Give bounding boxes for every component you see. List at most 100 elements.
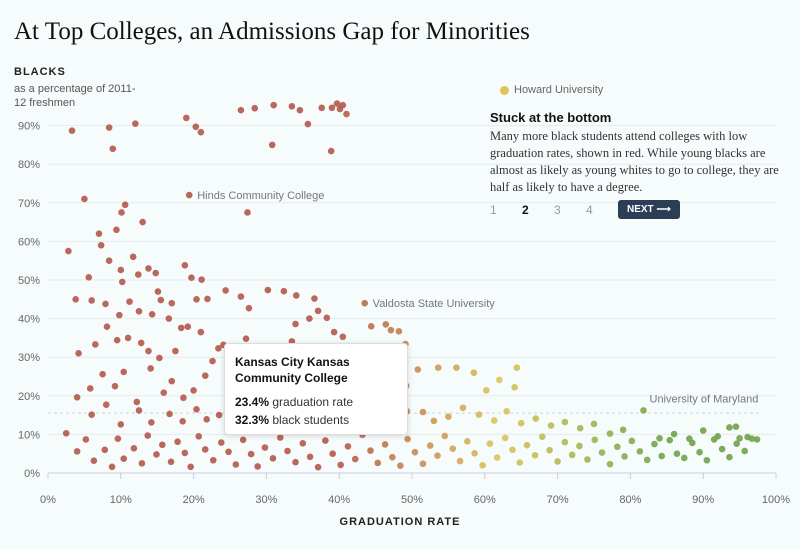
data-point [343,110,350,118]
data-point [166,410,173,418]
data-point [237,106,245,114]
tooltip-share-label: black students [272,413,350,427]
data-point [82,436,90,443]
data-point [157,296,165,304]
data-point [419,460,427,468]
data-point [404,435,411,443]
data-point [732,423,740,430]
data-point [172,347,179,355]
data-point [509,446,516,454]
data-point [741,447,748,455]
data-point [181,262,189,269]
data-point [459,404,467,412]
data-point [643,456,651,464]
data-point [651,440,658,448]
tooltip-college-name: Kansas City Kansas Community College [235,355,350,385]
x-tick-label: 100% [762,494,790,506]
data-point [62,429,70,437]
data-point [85,273,93,281]
data-point [254,463,261,470]
data-point [482,387,490,394]
data-point [337,461,344,469]
data-point [449,445,457,452]
data-point [65,247,72,255]
data-point [323,314,331,322]
data-point [670,430,678,438]
data-point [322,437,329,444]
data-point [156,354,163,362]
y-tick-label: 20% [18,391,40,403]
data-point [73,394,81,401]
data-point [145,265,152,272]
next-button[interactable]: NEXT ⟶ [618,200,680,219]
data-point [568,451,576,459]
x-tick-label: 20% [183,494,205,506]
legend-dot [500,85,509,95]
data-point [688,439,696,447]
data-point [215,411,223,419]
data-point [138,460,146,467]
data-point [86,385,94,392]
data-point [318,104,326,112]
data-point [148,419,155,426]
x-tick-label: 50% [401,494,423,506]
page-2-button[interactable]: 2 [522,202,529,217]
data-point [203,416,211,423]
data-point [733,440,740,447]
data-point [109,145,117,153]
data-point [132,120,139,127]
data-point [154,288,162,295]
annotation-label: Valdosta State University [373,298,496,310]
data-point [511,384,518,391]
data-point [102,300,109,308]
data-point [105,124,113,131]
y-tick-labels: 0% 10% 20% 30% 40% 50% 60% 70% 80% 90% [18,121,40,480]
data-point [696,448,703,456]
data-point [726,424,733,431]
data-point [225,448,232,456]
data-point [108,463,116,471]
data-point [177,324,185,332]
data-point [470,369,478,376]
data-point [126,298,133,305]
data-point [204,295,211,303]
page-4-button[interactable]: 4 [586,202,593,217]
data-point [361,299,368,307]
data-point [102,401,110,408]
data-point [232,461,240,468]
data-point [292,292,300,299]
data-point [726,453,733,461]
data-point [209,456,217,464]
tooltip-graduation-rate: 23.4% graduation rate [235,394,397,410]
data-point [395,328,403,335]
data-point [120,455,128,463]
data-point [339,333,347,341]
x-tick-label: 80% [619,494,641,506]
data-point [311,295,318,302]
data-point [187,463,194,471]
data-point [680,454,688,462]
data-point [135,307,143,315]
page-1-button[interactable]: 1 [490,202,497,217]
data-point [718,445,726,453]
data-point [137,339,145,347]
page-3-button[interactable]: 3 [554,202,561,217]
data-point [532,415,540,422]
data-point [145,347,152,355]
data-point [753,436,761,443]
x-tick-label: 40% [328,494,350,506]
y-tick-label: 60% [18,236,40,248]
data-point [471,450,478,457]
data-point [591,436,599,444]
data-point [434,364,442,371]
data-point [576,442,583,450]
data-point [116,311,123,319]
data-point [367,447,374,454]
y-tick-label: 10% [18,429,40,441]
data-point [118,209,125,216]
data-point [328,104,336,112]
y-axis-title: BLACKS [14,66,66,78]
data-point [160,389,168,397]
x-tick-labels: 0% 10% 20% 30% 40% 50% 60% 70% 80% 90% 100% [40,494,790,506]
data-point [381,441,389,448]
